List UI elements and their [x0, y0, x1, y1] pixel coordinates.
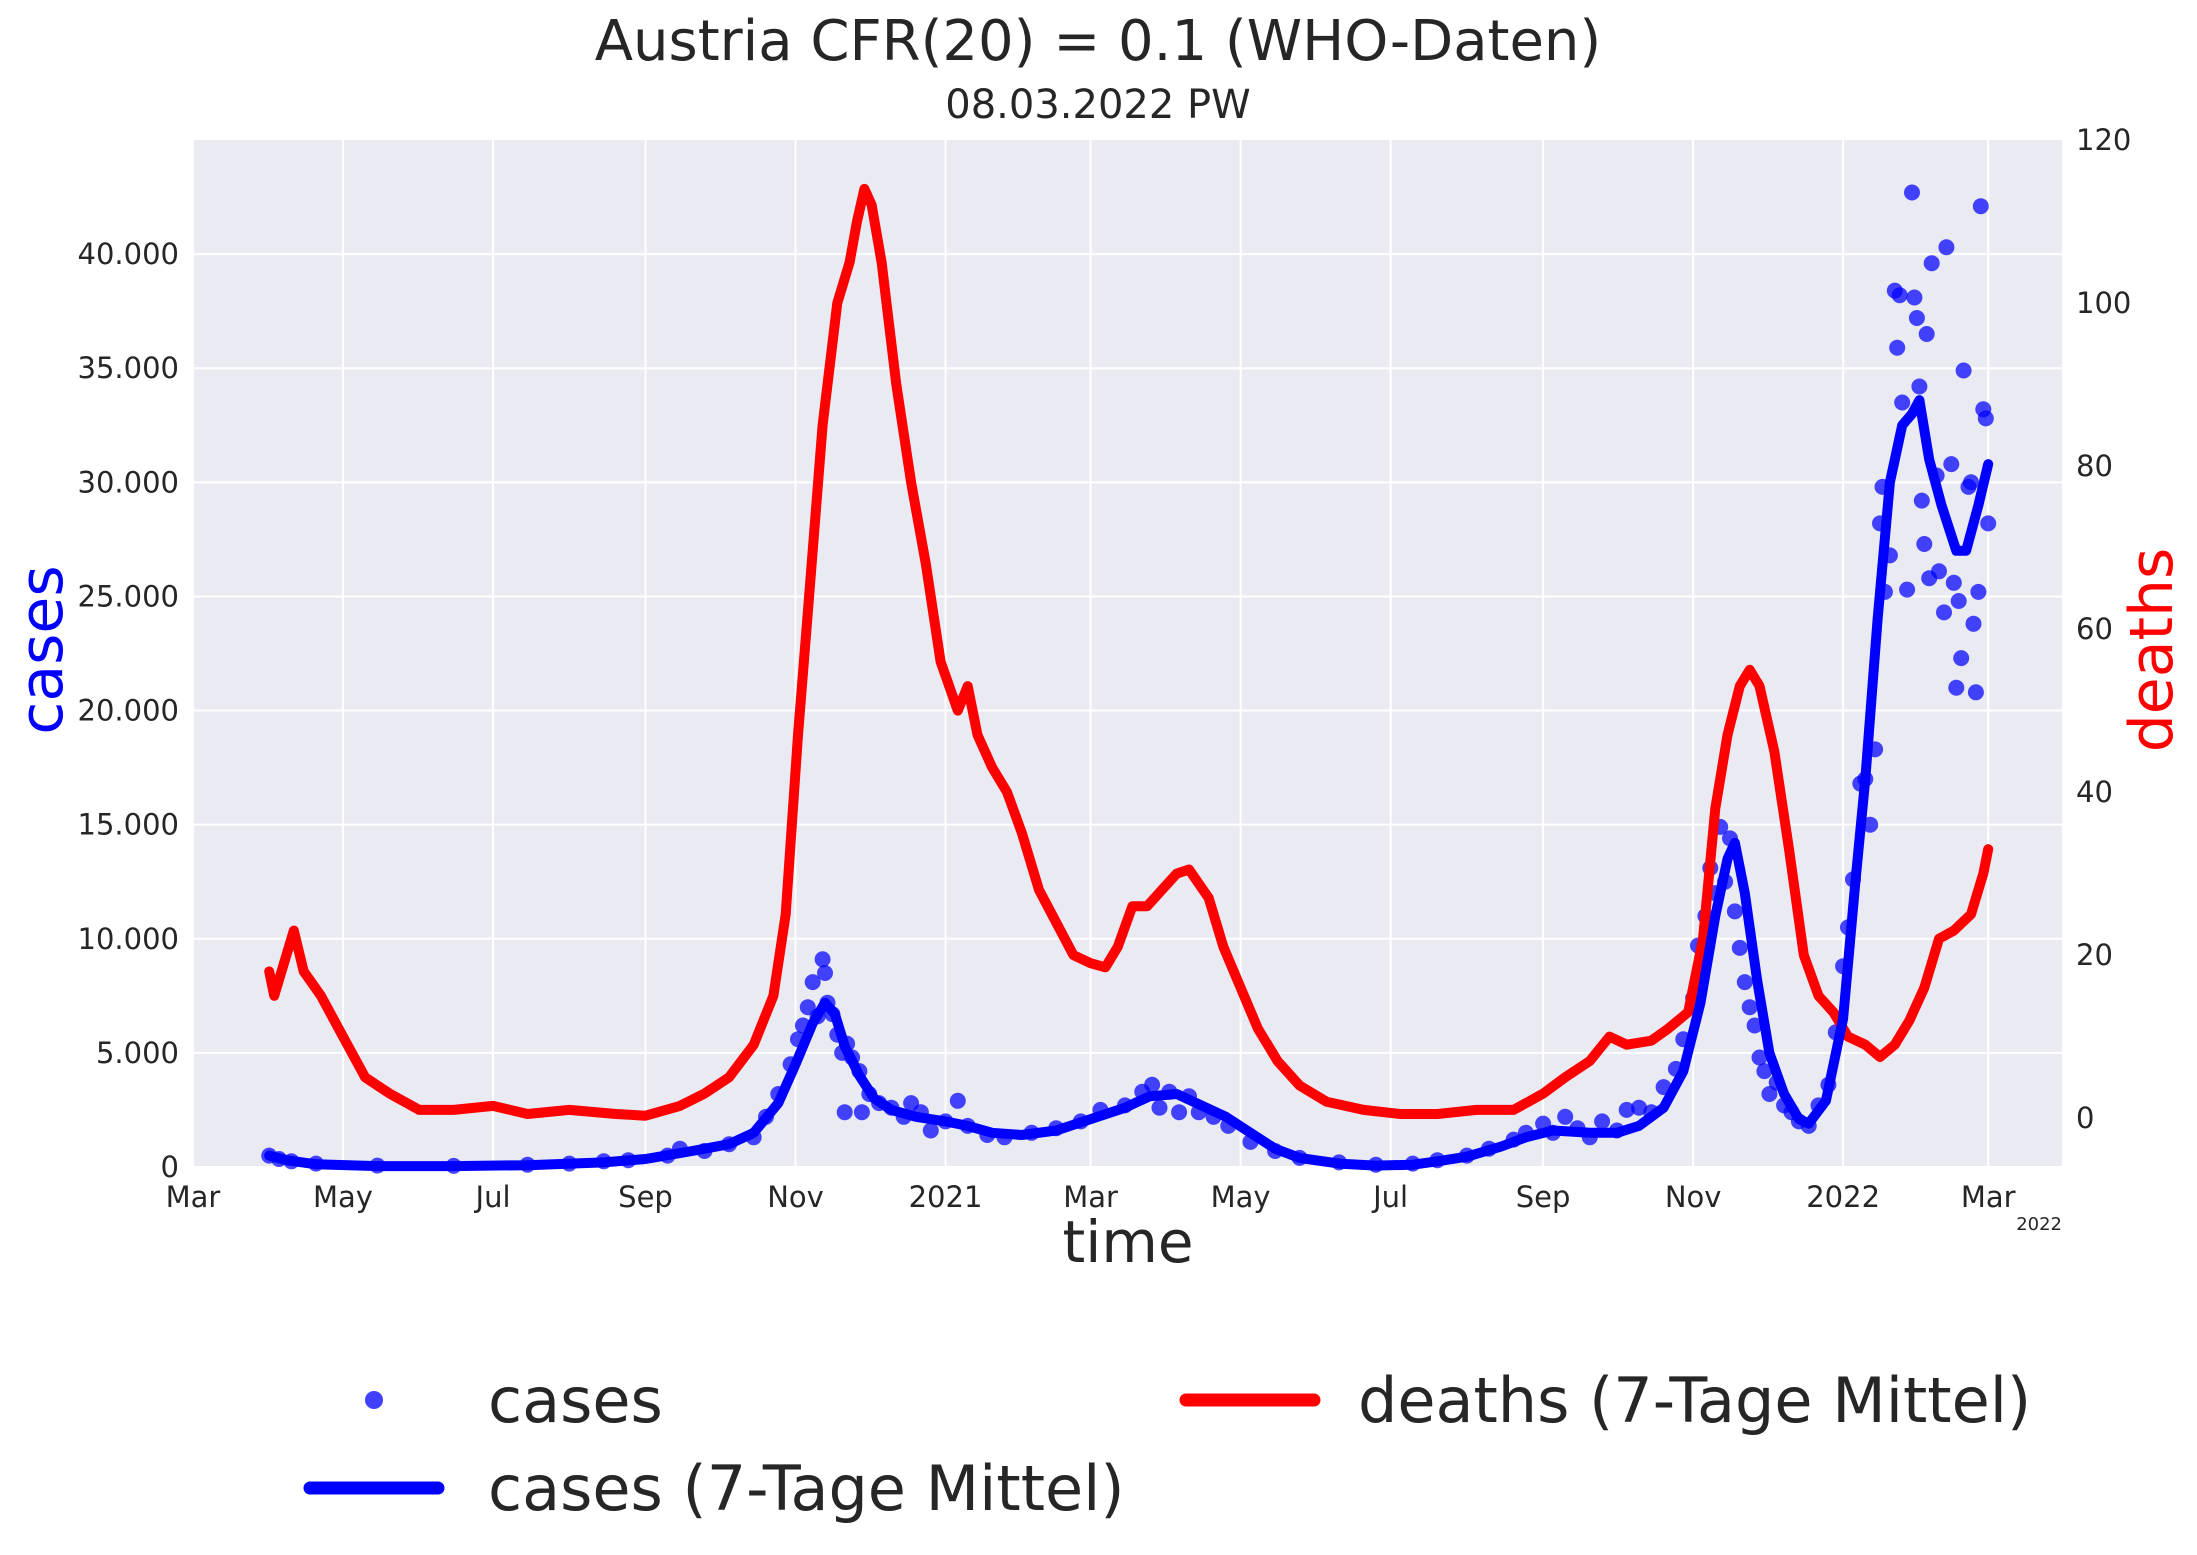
y-right-tick-label: 80 [2076, 449, 2113, 483]
cases-point [836, 1104, 853, 1121]
deaths-mean-line [264, 183, 1994, 1121]
axis-tick-labels: Mar May Jul Sep Nov 2021 Mar May Jul Sep Nov 2022 Ma… [78, 123, 2132, 1214]
cases-point [1594, 1113, 1611, 1130]
cases-point [1894, 394, 1911, 411]
y-right-tick-label: 100 [2076, 286, 2131, 320]
cases-point [1906, 289, 1923, 306]
cases-point [1726, 903, 1743, 920]
cases-point [1965, 615, 1982, 632]
series-layer [261, 183, 1997, 1174]
cases-point [1171, 1104, 1188, 1121]
grid-lines [192, 140, 2062, 1168]
cases-point [1631, 1099, 1647, 1116]
x-tick-label: Sep [1516, 1180, 1571, 1214]
legend: cases cases (7-Tage Mittel) deaths (7-Ta… [303, 1364, 2031, 1525]
cases-point [1618, 1101, 1635, 1118]
cases-point [1889, 339, 1906, 356]
cases-point [1731, 939, 1748, 956]
cases-point [1972, 198, 1989, 215]
cases-point [1918, 326, 1935, 342]
x-tick-label: 2021 [909, 1180, 983, 1214]
cases-point [1891, 287, 1908, 304]
y-right-tick-label: 60 [2076, 612, 2113, 646]
cases-point [1756, 1063, 1773, 1080]
cases-point [1943, 456, 1960, 473]
x-axis-label: time [1062, 1208, 1193, 1276]
cases-point [1913, 492, 1930, 509]
plot-area [193, 140, 2062, 1167]
cases-point [1950, 593, 1967, 609]
y-left-tick-label: 30.000 [78, 465, 179, 499]
cases-point [1736, 974, 1753, 991]
cases-point [1911, 378, 1928, 395]
cases-point [1904, 184, 1920, 201]
cases-point [1980, 515, 1997, 532]
cases-point [1908, 310, 1925, 326]
cases-point [853, 1104, 870, 1121]
cases-point [1741, 999, 1758, 1016]
cases-point [1557, 1108, 1574, 1125]
x-tick-label: Nov [767, 1180, 824, 1214]
cases-point [1931, 563, 1947, 580]
chart-title: Austria CFR(20) = 0.1 (WHO-Daten) [595, 9, 1602, 74]
x-tick-label: Mar [1063, 1180, 1118, 1214]
cases-point [949, 1092, 966, 1109]
cases-point [1761, 1086, 1778, 1102]
y-left-tick-label: 35.000 [78, 351, 179, 385]
cases-point [1948, 679, 1965, 696]
x-tick-label: Sep [618, 1180, 673, 1214]
x-offset-label: 2022 [2016, 1214, 2062, 1235]
cases-point [804, 974, 821, 991]
cases-point [1923, 255, 1940, 272]
cases-point [1936, 604, 1952, 621]
cases-point [817, 965, 833, 981]
y-right-tick-label: 40 [2076, 775, 2113, 809]
cases-point [1955, 362, 1972, 379]
y-axis-label-left: cases [7, 565, 77, 734]
cases-point [1916, 536, 1933, 552]
cases-mean-line [264, 395, 1994, 1172]
y-right-tick-label: 0 [2076, 1101, 2094, 1135]
x-tick-label: Jul [474, 1180, 511, 1214]
cases-point [922, 1122, 939, 1139]
x-tick-label: May [1211, 1180, 1271, 1214]
cases-point [1967, 684, 1984, 701]
y-left-tick-label: 25.000 [78, 579, 179, 613]
legend-label-deaths-mean: deaths (7-Tage Mittel) [1358, 1364, 2031, 1437]
y-left-tick-label: 5.000 [96, 1036, 179, 1070]
cases-point [1953, 650, 1970, 667]
cases-point [1945, 574, 1962, 591]
legend-marker-cases [365, 1391, 383, 1409]
cases-point [1746, 1017, 1763, 1034]
x-tick-label: Mar [166, 1180, 221, 1214]
x-tick-label: Nov [1665, 1180, 1722, 1214]
y-right-tick-label: 120 [2076, 123, 2131, 157]
y-left-tick-label: 15.000 [78, 808, 179, 842]
legend-label-cases: cases [488, 1364, 663, 1437]
y-left-tick-label: 10.000 [78, 922, 179, 956]
cases-point [1751, 1049, 1768, 1066]
cases-point [1938, 239, 1955, 256]
y-right-tick-label: 20 [2076, 938, 2113, 972]
x-tick-label: Jul [1371, 1180, 1408, 1214]
cases-point [814, 951, 831, 968]
y-axis-label-right: deaths [2117, 548, 2187, 753]
legend-label-cases-mean: cases (7-Tage Mittel) [488, 1452, 1125, 1525]
y-left-tick-label: 20.000 [78, 694, 179, 728]
cases-point [1963, 474, 1979, 491]
y-left-tick-label: 40.000 [78, 237, 179, 271]
cases-point [1977, 410, 1994, 427]
x-tick-label: Mar [1961, 1180, 2016, 1214]
cases-point [1151, 1099, 1168, 1116]
x-tick-label: May [313, 1180, 373, 1214]
cases-point [1970, 583, 1987, 600]
y-left-tick-label: 0 [161, 1150, 179, 1184]
cases-point [1899, 581, 1916, 598]
x-tick-label: 2022 [1806, 1180, 1880, 1214]
cases-point [1144, 1076, 1161, 1093]
chart-subtitle: 08.03.2022 PW [945, 82, 1250, 128]
plot-background [193, 140, 2062, 1167]
